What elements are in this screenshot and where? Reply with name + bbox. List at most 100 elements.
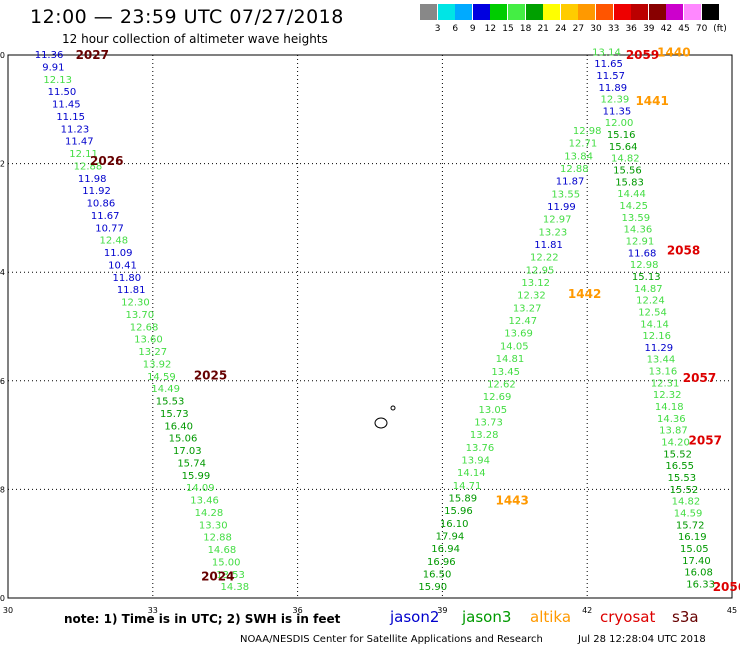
page-title: 12:00 — 23:59 UTC 07/27/2018 <box>30 6 344 28</box>
wave-height-value: 11.65 <box>594 59 623 70</box>
wave-height-value: 16.10 <box>440 519 469 530</box>
wave-height-value: 12.88 <box>203 533 232 544</box>
wave-height-value: 11.92 <box>82 186 111 197</box>
pass-number-label: 2024 <box>201 569 234 583</box>
wave-height-value: 12.62 <box>487 379 516 390</box>
wave-height-value: 13.53 <box>216 570 245 581</box>
wave-height-value: 15.52 <box>670 485 699 496</box>
wave-height-value: 12.32 <box>517 291 546 302</box>
color-swatch <box>437 4 455 20</box>
wave-height-value: 12.47 <box>509 316 538 327</box>
y-tick-label: -44 <box>0 268 5 277</box>
color-scale-label: 15 <box>502 24 514 34</box>
wave-height-value: 14.49 <box>151 384 180 395</box>
wave-height-value: 12.68 <box>130 322 159 333</box>
wave-height-value: 13.14 <box>592 47 621 58</box>
wave-height-value: 17.40 <box>682 556 711 567</box>
wave-height-value: 14.71 <box>453 481 482 492</box>
color-swatch <box>596 4 613 20</box>
wave-height-value: 16.08 <box>684 568 713 579</box>
wave-height-value: 13.73 <box>474 417 503 428</box>
x-tick-label: 39 <box>437 606 447 615</box>
wave-height-value: 14.14 <box>640 319 669 330</box>
x-tick-label: 30 <box>3 606 13 615</box>
wave-height-value: 13.30 <box>199 520 228 531</box>
wave-height-value: 13.76 <box>466 443 495 454</box>
wave-height-value: 16.55 <box>665 461 694 472</box>
wave-height-value: 14.68 <box>208 545 237 556</box>
wave-height-value: 14.87 <box>634 284 663 295</box>
wave-height-value: 15.53 <box>667 473 696 484</box>
wave-height-value: 13.16 <box>649 367 678 378</box>
wave-height-value: 14.20 <box>661 438 690 449</box>
color-scale-label: 24 <box>555 24 567 34</box>
wave-height-value: 11.87 <box>556 177 585 188</box>
wave-height-value: 12.88 <box>74 161 103 172</box>
wave-height-value: 15.90 <box>418 582 447 593</box>
wave-height-value: 16.94 <box>431 544 460 555</box>
pass-number-label: 2059 <box>626 48 659 62</box>
x-tick-label: 36 <box>293 606 303 615</box>
color-scale-unit: (ft) <box>713 24 727 34</box>
wave-height-value: 15.73 <box>160 409 189 420</box>
color-scale-label: 18 <box>519 24 532 34</box>
wave-height-value: 14.14 <box>457 468 486 479</box>
legend-item-altika: altika <box>530 608 572 626</box>
color-swatch <box>684 4 701 20</box>
legend-item-s3a: s3a <box>672 608 699 626</box>
wave-height-value: 13.59 <box>621 213 650 224</box>
y-tick-label: -50 <box>0 594 5 603</box>
color-swatch <box>420 4 437 20</box>
y-tick-label: -40 <box>0 51 5 60</box>
wave-height-value: 12.95 <box>526 265 555 276</box>
wave-height-value: 14.36 <box>624 225 653 236</box>
wave-height-value: 14.18 <box>655 402 684 413</box>
island-outline <box>390 405 396 411</box>
color-swatch <box>613 4 631 20</box>
wave-height-value: 13.27 <box>138 347 167 358</box>
color-swatch <box>525 4 543 20</box>
wave-height-value: 11.29 <box>644 343 673 354</box>
color-scale-label: 70 <box>695 24 708 34</box>
footnote: note: 1) Time is in UTC; 2) SWH is in fe… <box>64 612 341 626</box>
color-swatch <box>701 4 719 20</box>
wave-height-value: 11.09 <box>104 248 133 259</box>
pass-number-label: 2058 <box>667 243 700 257</box>
wave-height-value: 13.70 <box>125 310 154 321</box>
color-scale-label: 33 <box>607 24 620 34</box>
pass-number-label: 2057 <box>683 371 716 385</box>
wave-height-value: 14.36 <box>657 414 686 425</box>
color-swatch <box>648 4 666 20</box>
wave-height-value: 15.53 <box>156 397 185 408</box>
wave-height-value: 13.69 <box>504 329 533 340</box>
wave-height-value: 15.64 <box>609 142 638 153</box>
wave-height-value: 11.98 <box>78 174 107 185</box>
wave-height-value: 12.97 <box>543 215 572 226</box>
pass-number-label: 1441 <box>635 94 668 108</box>
wave-height-value: 12.71 <box>569 139 598 150</box>
wave-height-value: 15.13 <box>632 272 661 283</box>
wave-height-value: 11.15 <box>56 112 85 123</box>
wave-height-value: 13.94 <box>461 455 490 466</box>
wave-height-value: 11.81 <box>117 285 146 296</box>
color-scale-label: 36 <box>625 24 637 34</box>
color-swatch <box>455 4 473 20</box>
wave-height-value: 12.48 <box>100 236 129 247</box>
wave-height-value: 13.05 <box>478 405 507 416</box>
wave-height-value: 12.98 <box>630 260 659 271</box>
wave-height-value: 12.22 <box>530 253 559 264</box>
wave-height-value: 12.16 <box>642 331 671 342</box>
color-swatch <box>543 4 561 20</box>
wave-height-value: 15.56 <box>613 166 642 177</box>
wave-height-value: 14.59 <box>147 372 176 383</box>
wave-height-value: 11.99 <box>547 202 576 213</box>
wave-height-value: 11.68 <box>628 248 657 259</box>
wave-height-value: 14.05 <box>500 341 529 352</box>
color-scale-label: 27 <box>572 24 585 34</box>
wave-height-value: 14.82 <box>672 497 701 508</box>
pass-number-label: 1440 <box>657 45 690 59</box>
wave-height-value: 15.99 <box>182 471 211 482</box>
credit-line: NOAA/NESDIS Center for Satellite Applica… <box>240 634 543 645</box>
wave-height-value: 10.86 <box>87 199 116 210</box>
wave-height-value: 13.60 <box>134 335 163 346</box>
